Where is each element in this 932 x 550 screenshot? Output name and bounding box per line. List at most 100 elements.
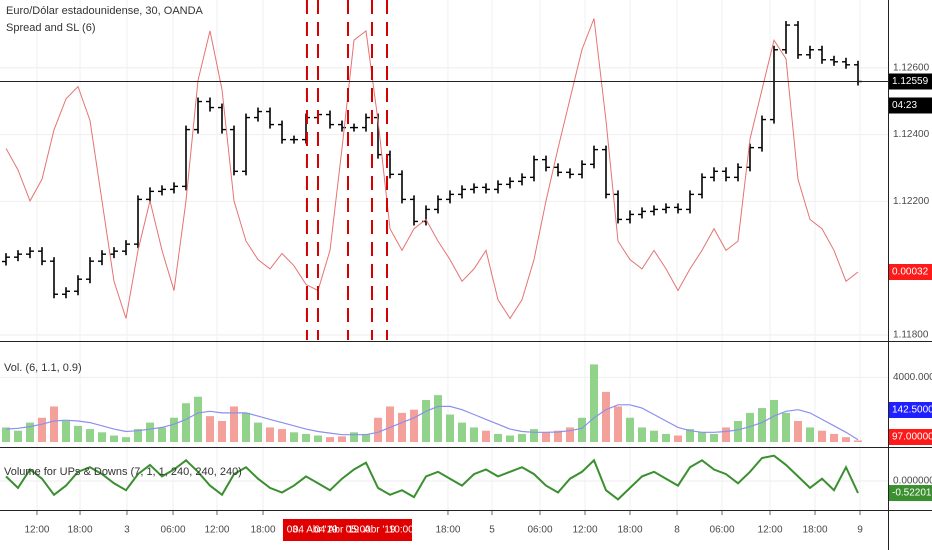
volume-bar [818, 430, 826, 442]
volume-bar [854, 440, 862, 442]
y-tick-label: 4000.00000 [893, 372, 932, 383]
volume-bar [338, 436, 346, 442]
labels: Euro/Dólar estadounidense, 30, OANDA Spr… [4, 5, 932, 541]
volume-bar [98, 432, 106, 442]
x-tick-label: 18:00 [617, 525, 642, 536]
volume-bar [626, 417, 634, 442]
volume-bar [74, 425, 82, 442]
volume-bar [722, 427, 730, 442]
volume-bar [38, 417, 46, 442]
spread-line [5, 18, 859, 320]
volume-bar [182, 403, 190, 442]
volume-bar [314, 435, 322, 442]
volume-bar [278, 429, 286, 442]
volume-bar [734, 420, 742, 442]
volume-bar [746, 412, 754, 442]
x-tick-label: 12:00 [572, 525, 597, 536]
highlight-label: 05:00 [346, 525, 371, 536]
volume-bar [230, 406, 238, 442]
volume-bar [446, 414, 454, 442]
volume-bar [650, 430, 658, 442]
indicator-line [5, 454, 859, 501]
y-tick-label: 1.12600 [893, 62, 930, 73]
volume-bar [662, 433, 670, 442]
volume-bar [86, 429, 94, 442]
countdown-tag-bg [889, 97, 932, 114]
volume-bar [350, 432, 358, 442]
volume-bar [590, 364, 598, 442]
volume-bar [770, 399, 778, 442]
volume-bar [638, 427, 646, 442]
spread-tag: 0.00032 [892, 267, 929, 278]
volume-bar [170, 417, 178, 442]
volume-bar [470, 427, 478, 442]
x-tick-label: 8 [674, 525, 680, 536]
x-tick-label: 06:00 [161, 525, 186, 536]
volume-bar [242, 412, 250, 442]
volume-bar [62, 420, 70, 442]
x-tick-label: 12:00 [204, 525, 229, 536]
volume-bar [566, 427, 574, 442]
spread-tag-bg [889, 264, 932, 280]
volume-bar [374, 417, 382, 442]
x-tick-label: 5 [489, 525, 495, 536]
volume-bar [410, 409, 418, 442]
x-tick-label: 18:00 [435, 525, 460, 536]
volume-bar [434, 395, 442, 442]
x-tick-label: 9 [857, 525, 863, 536]
volume-bar [842, 437, 850, 442]
highlight-label: Abr '19 [364, 525, 396, 536]
volume-tag: 97.00000 [892, 432, 932, 443]
volume-bar [602, 391, 610, 442]
volume-bar [110, 435, 118, 442]
highlight-label: 03. [287, 525, 301, 536]
volume-bar [578, 417, 586, 442]
volume-bar [782, 412, 790, 442]
indicator-tag-bg [889, 485, 932, 502]
volume-bar [794, 420, 802, 442]
ma-tag-bg [889, 402, 932, 418]
volume-bar [422, 399, 430, 442]
highlight-label: 04 Abr '19 [314, 525, 359, 536]
x-tick-label: 18:00 [251, 525, 276, 536]
volume-bar [674, 435, 682, 442]
volume-bar [2, 427, 10, 442]
volume-bar [218, 420, 226, 442]
volume-bar [26, 422, 34, 442]
volume-bar [710, 433, 718, 442]
x-tick-label: 18:00 [68, 525, 93, 536]
volume-bar [290, 432, 298, 442]
volume-title: Vol. (6, 1.1, 0.9) [4, 362, 82, 374]
grid [0, 0, 888, 510]
volume-bar [398, 412, 406, 442]
chart-title: Euro/Dólar estadounidense, 30, OANDA [6, 5, 204, 17]
volume-bar [518, 433, 526, 442]
volume-bar [158, 427, 166, 442]
volume-bar [758, 408, 766, 442]
indicator-name: Spread and SL (6) [6, 22, 95, 34]
highlight-label: 04 Abr '19 [293, 525, 338, 536]
volume-bar [302, 433, 310, 442]
volume-bar [122, 437, 130, 442]
volume-bar [698, 432, 706, 442]
y-tick-label: 1.12200 [893, 196, 930, 207]
indicator-title: Volume for UPs & Downs (7, 1, 1, 240, 24… [4, 466, 242, 478]
volume-bar [50, 406, 58, 442]
y-tick-label: 0.000000 [893, 476, 932, 487]
volume-bar [554, 430, 562, 442]
volume-bar [146, 422, 154, 442]
volume-bar [458, 422, 466, 442]
volume-bar [266, 427, 274, 442]
volume-bar [494, 433, 502, 442]
x-tick-label: 06:00 [527, 525, 552, 536]
x-tick-label: 12:00 [758, 525, 783, 536]
y-tick-label: 1.12400 [893, 129, 930, 140]
volume-bar [830, 433, 838, 442]
volume-bar [326, 437, 334, 442]
y-tick-label: 1.11800 [893, 330, 929, 341]
plot [0, 0, 932, 501]
indicator-tag: -0.522018 [892, 488, 932, 499]
volume-bar [506, 435, 514, 442]
